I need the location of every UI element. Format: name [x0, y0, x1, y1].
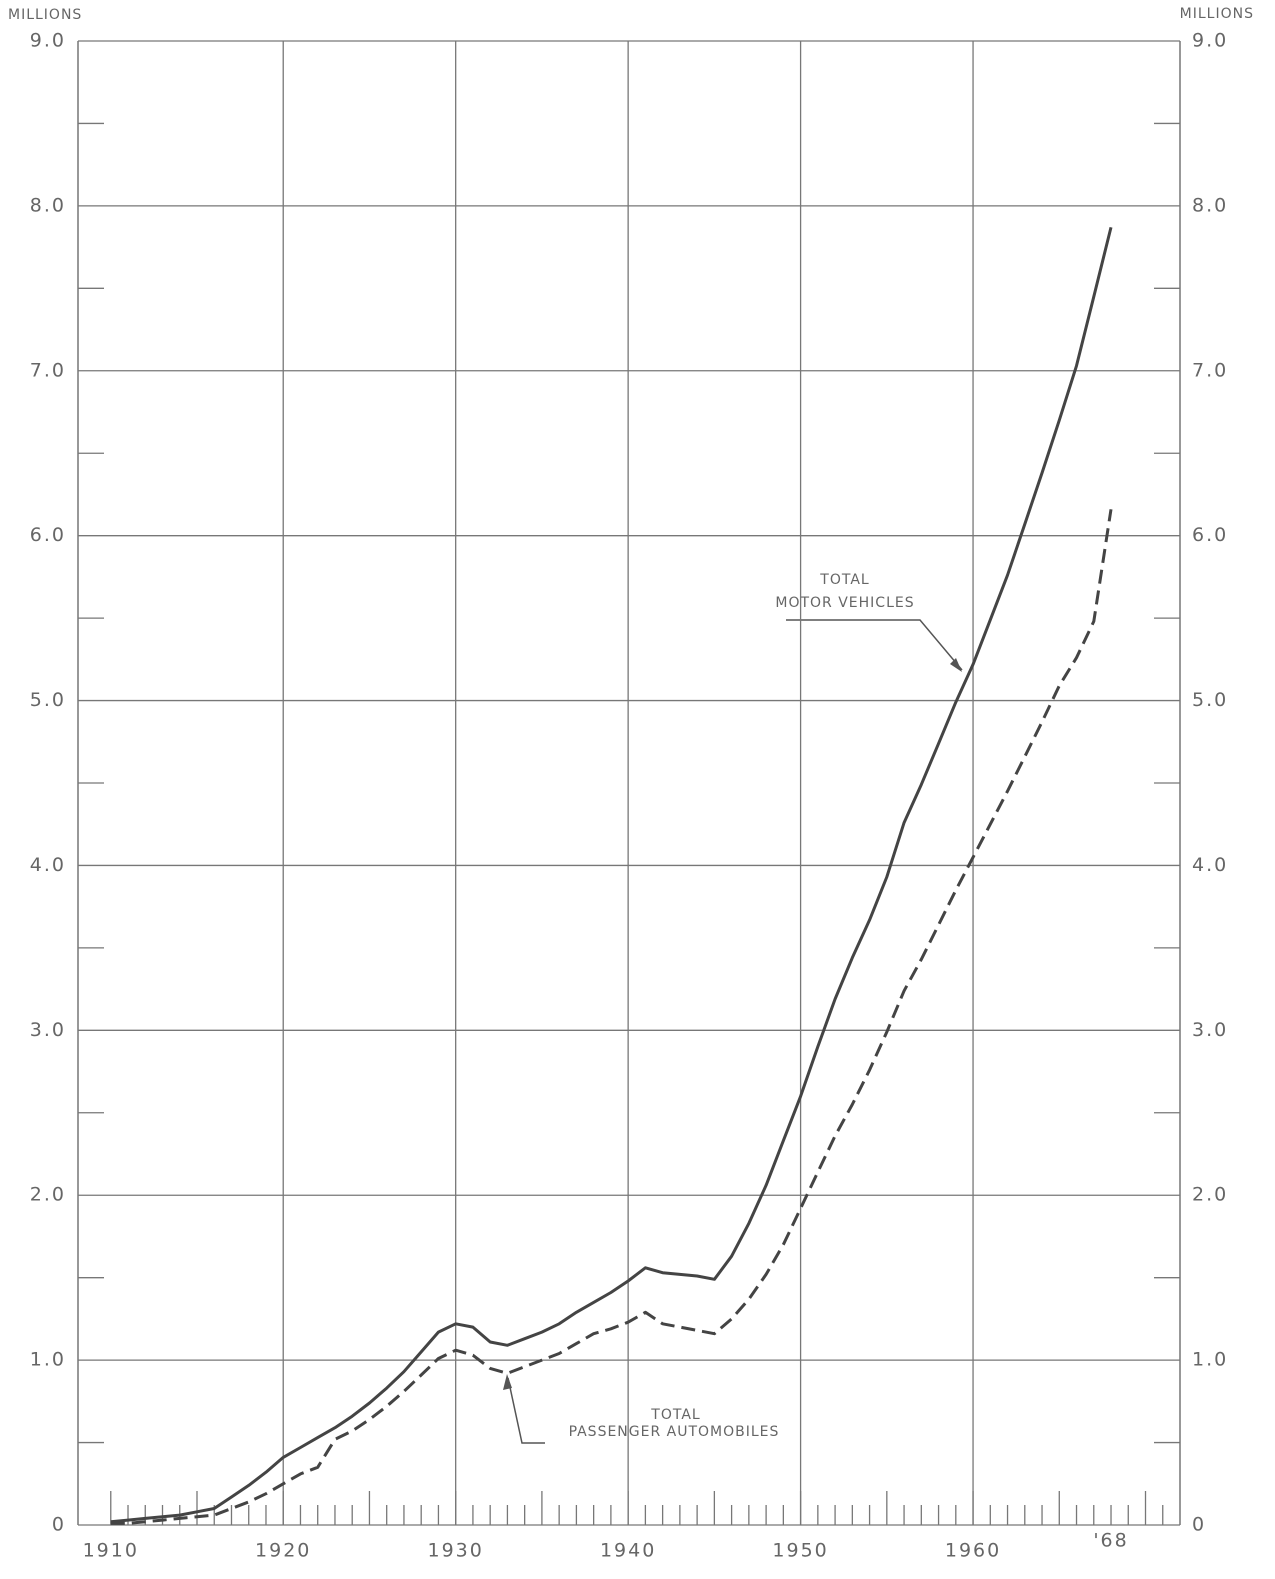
y2-tick-label: 2.0: [1192, 1184, 1228, 1206]
x-tick-label: 1920: [255, 1540, 311, 1562]
y-tick-label: 8.0: [30, 194, 66, 216]
y-tick-label: 9.0: [30, 30, 66, 52]
x-tick-label: 1960: [945, 1540, 1001, 1562]
y-tick-label: 0: [52, 1514, 66, 1536]
y2-tick-label: 8.0: [1192, 194, 1228, 216]
annotation: PASSENGER AUTOMOBILES: [569, 1424, 780, 1440]
annotation: TOTAL: [819, 572, 869, 588]
x-tick-label: 1930: [428, 1540, 484, 1562]
y2-tick-label: 4.0: [1192, 854, 1228, 876]
annotation: MOTOR VEHICLES: [775, 595, 914, 611]
y2-tick-label: 5.0: [1192, 689, 1228, 711]
y-tick-label: 6.0: [30, 524, 66, 546]
y-tick-label: 7.0: [30, 359, 66, 381]
y-axis-label-right: MILLIONS: [1180, 6, 1254, 22]
y2-tick-label: 1.0: [1192, 1349, 1228, 1371]
x-tick-label: 1940: [600, 1540, 656, 1562]
arrow-head: [950, 658, 962, 672]
y-tick-label: 3.0: [30, 1019, 66, 1041]
x-tick-label: '68: [1093, 1530, 1128, 1552]
y2-tick-label: 7.0: [1192, 359, 1228, 381]
y-tick-label: 5.0: [30, 689, 66, 711]
annotation: TOTAL: [650, 1407, 700, 1423]
annotation-arrow: [786, 619, 963, 671]
arrow-head: [503, 1374, 512, 1390]
annotation-arrow: [507, 1377, 545, 1444]
x-tick-label: 1910: [83, 1540, 139, 1562]
y-tick-label: 4.0: [30, 854, 66, 876]
series-line: [110, 509, 1113, 1525]
series-line: [110, 226, 1113, 1524]
y-tick-label: 1.0: [30, 1349, 66, 1371]
y2-tick-label: 9.0: [1192, 30, 1228, 52]
y2-tick-label: 6.0: [1192, 524, 1228, 546]
y2-tick-label: 3.0: [1192, 1019, 1228, 1041]
y-tick-label: 2.0: [30, 1184, 66, 1206]
x-tick-label: 1950: [772, 1540, 828, 1562]
y2-tick-label: 0: [1192, 1514, 1206, 1536]
y-axis-label-left: MILLIONS: [8, 7, 82, 23]
